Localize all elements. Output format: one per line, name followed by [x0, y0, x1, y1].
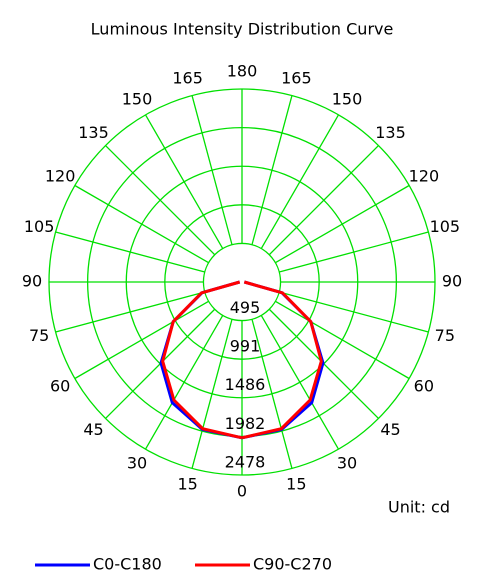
angle-label: 30	[127, 453, 147, 472]
angle-label: 105	[24, 217, 55, 236]
grid-spoke	[74, 300, 209, 380]
radial-label: 2478	[225, 453, 266, 472]
grid-spoke	[191, 95, 233, 245]
angle-label: 60	[414, 377, 434, 396]
angle-label: 150	[122, 90, 153, 109]
grid-spoke	[105, 145, 216, 256]
grid-spoke	[144, 315, 224, 450]
angle-label: 15	[286, 474, 306, 493]
angle-label: 75	[29, 326, 49, 345]
angle-label: 45	[380, 420, 400, 439]
angle-label: 120	[409, 167, 440, 186]
angle-label: 30	[337, 453, 357, 472]
grid-spoke	[279, 291, 429, 333]
grid-spoke	[260, 114, 340, 249]
radial-label: 495	[230, 298, 261, 317]
grid-spoke	[251, 95, 293, 245]
grid-spoke	[191, 319, 233, 469]
intensity-curve	[161, 280, 243, 440]
angle-label: 105	[430, 217, 461, 236]
grid-spoke	[251, 319, 293, 469]
grid-spoke	[268, 145, 379, 256]
grid-spoke	[279, 231, 429, 273]
angle-label: 75	[435, 326, 455, 345]
angle-label: 0	[237, 482, 247, 501]
angle-label: 180	[227, 62, 258, 81]
radial-label: 1486	[225, 375, 266, 394]
angle-label: 15	[177, 474, 197, 493]
grid-spoke	[275, 184, 410, 264]
unit-label: Unit: cd	[388, 498, 450, 517]
grid-spoke	[55, 231, 205, 273]
grid-spoke	[260, 315, 340, 450]
angle-label: 90	[442, 272, 462, 291]
legend-label: C0-C180	[93, 555, 162, 574]
legend-label: C90-C270	[253, 555, 332, 574]
grid-spoke	[275, 300, 410, 380]
angle-label: 60	[50, 377, 70, 396]
angle-label: 150	[332, 90, 363, 109]
grid-spoke	[55, 291, 205, 333]
angle-label: 90	[22, 272, 42, 291]
chart-title: Luminous Intensity Distribution Curve	[91, 20, 394, 39]
intensity-curve	[241, 280, 323, 440]
grid-spoke	[144, 114, 224, 249]
grid-spoke	[74, 184, 209, 264]
radial-label: 991	[230, 337, 261, 356]
radial-label: 1982	[225, 414, 266, 433]
angle-label: 165	[172, 69, 203, 88]
angle-label: 135	[78, 123, 109, 142]
angle-label: 165	[281, 69, 312, 88]
angle-label: 45	[83, 420, 103, 439]
angle-label: 120	[45, 167, 76, 186]
angle-label: 135	[375, 123, 406, 142]
